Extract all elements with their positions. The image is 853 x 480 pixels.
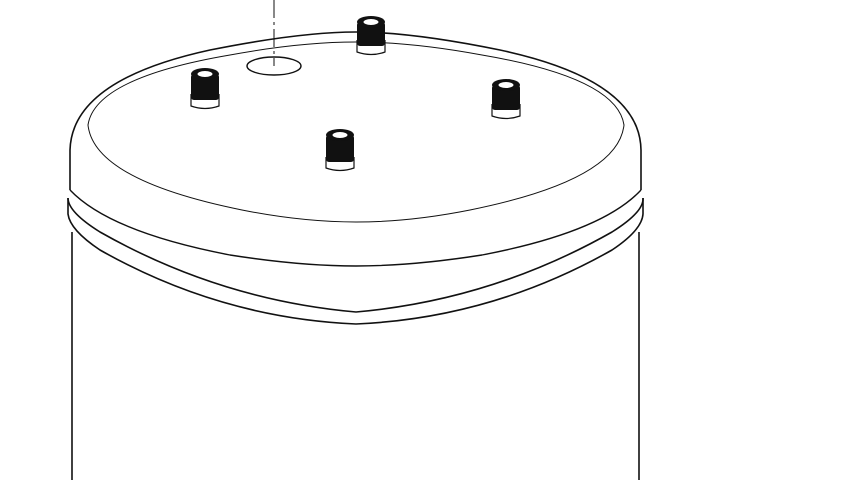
fitting-bore [362,18,380,26]
fitting-bore [196,70,214,78]
rim-upper-edge [67,197,644,313]
fitting-body [326,135,354,162]
fitting-left [190,68,220,110]
dome-lower-edge [69,189,642,267]
tank-dome [69,31,642,267]
fitting-bore [497,81,515,89]
fitting-body [357,22,385,46]
fitting-top-center [356,16,386,56]
fitting-front [325,129,355,172]
dome-inner-crown [87,41,625,223]
fitting-bore [331,131,349,139]
tank-body [71,232,640,480]
dome-outer-outline [69,31,642,190]
fitting-body [191,74,219,100]
fitting-body [492,85,520,110]
fitting-right [491,79,521,120]
tank-rim [67,197,644,325]
rim-lower-edge [67,198,644,325]
